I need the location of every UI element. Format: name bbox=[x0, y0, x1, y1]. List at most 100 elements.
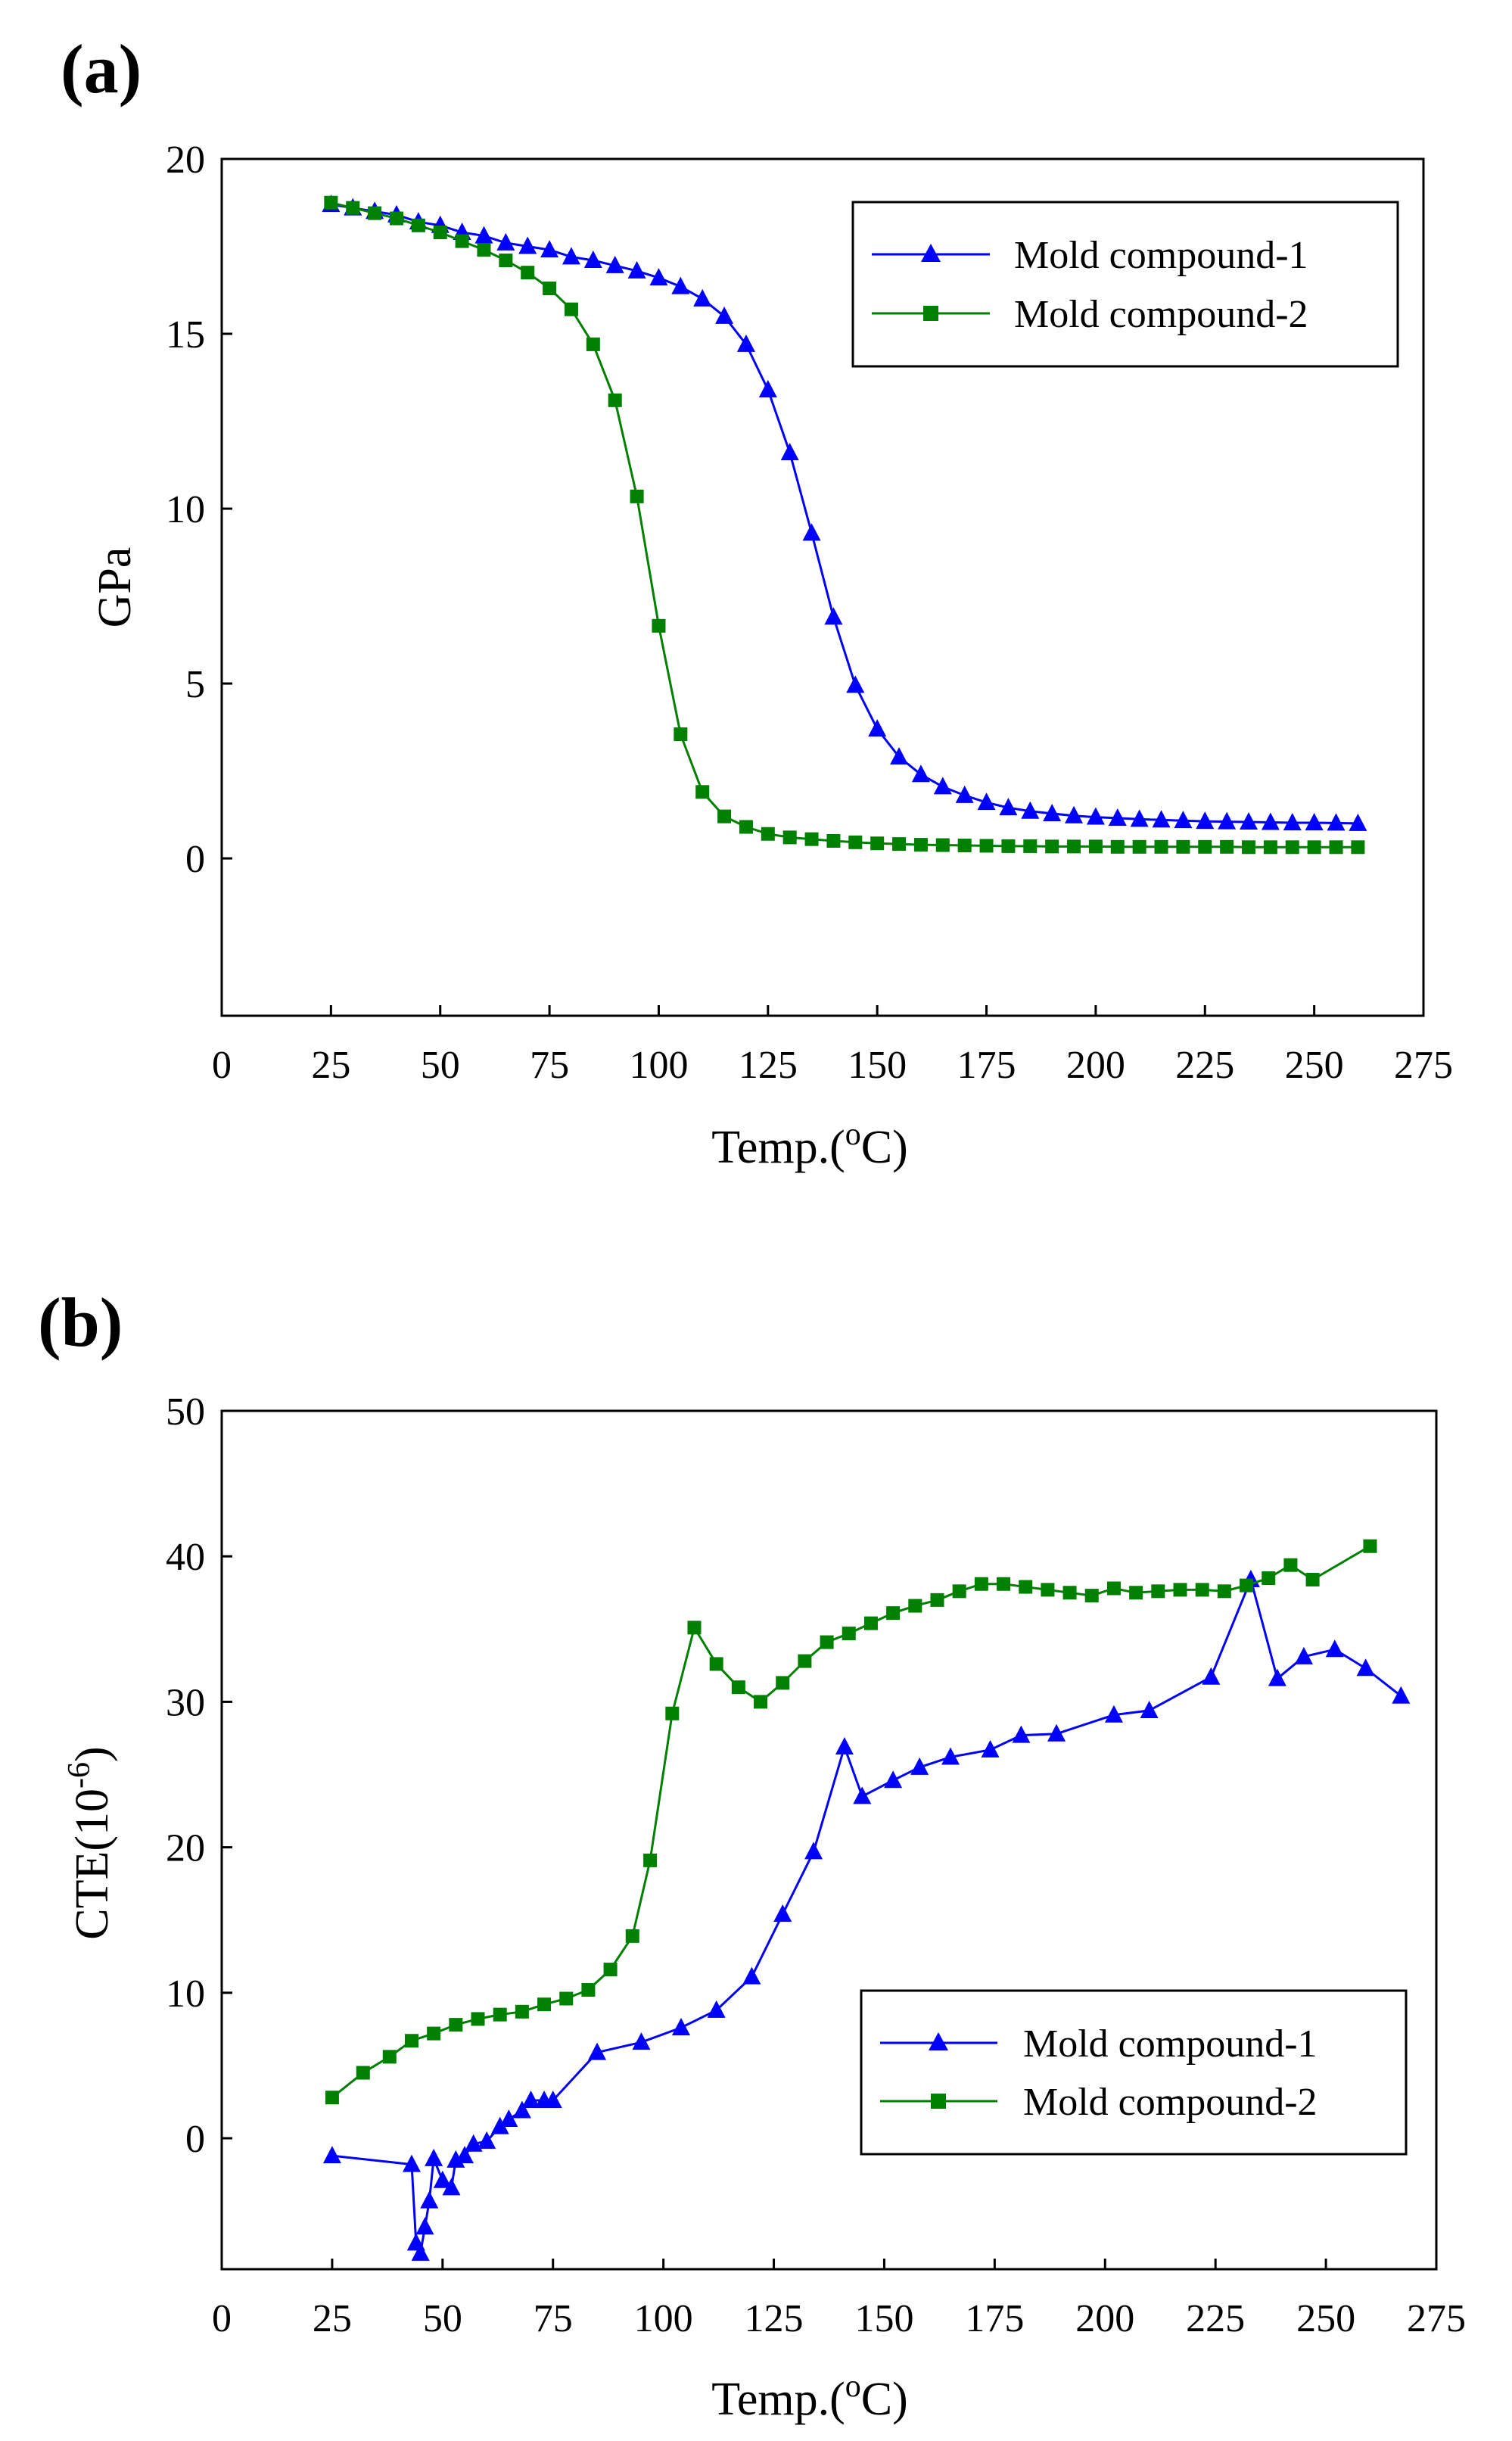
panel-a-mc2-point bbox=[411, 218, 425, 232]
panel-b-mc2-line bbox=[331, 1545, 1371, 2099]
panel-a-mc2-point bbox=[1001, 839, 1016, 853]
panel-a-mc1-point bbox=[627, 260, 646, 279]
panel-a-x-axis-title: Temp.(oC) bbox=[711, 1117, 907, 1173]
panel-a-mc1-point bbox=[1021, 801, 1040, 819]
panel-b-x-tick-label: 100 bbox=[634, 2297, 693, 2340]
panel-b-x-tick-label: 150 bbox=[854, 2297, 913, 2340]
panel-b-mc1-point bbox=[411, 2243, 430, 2261]
panel-b-mc1-point bbox=[981, 1739, 1000, 1758]
panel-b-mc2-point bbox=[559, 1991, 574, 2006]
panel-b-mc2-point bbox=[1173, 1583, 1187, 1597]
panel-a-mc1-point bbox=[802, 523, 821, 541]
panel-a-mc1-point bbox=[583, 250, 602, 268]
panel-a-x-title-suffix: C) bbox=[861, 1122, 908, 1173]
panel-b-mc1-point bbox=[420, 2190, 439, 2209]
panel-b-x-axis-title: Temp.(oC) bbox=[711, 2369, 907, 2425]
panel-b-legend-marker-2 bbox=[931, 2094, 946, 2109]
panel-b-legend-label-1: Mold compound-1 bbox=[1023, 2022, 1318, 2066]
panel-a-mc2-point bbox=[346, 201, 360, 215]
panel-b-mc1-point bbox=[1104, 1705, 1123, 1723]
panel-b-mc2-point bbox=[1062, 1586, 1077, 1600]
panel-a-mc2-point bbox=[1307, 840, 1321, 855]
panel-b-x-tick-label: 125 bbox=[745, 2297, 804, 2340]
panel-b-mc1-point bbox=[910, 1757, 929, 1775]
panel-b-mc1-point bbox=[853, 1786, 872, 1804]
panel-a-mc2-point bbox=[957, 838, 972, 852]
panel-a-mc2-point bbox=[695, 785, 710, 799]
panel-b-y-tick-label: 40 bbox=[166, 1536, 205, 1579]
panel-a-mc1-point bbox=[736, 334, 755, 352]
panel-a: (a) 0 25 50 75 100 125 150 175 200 225 250 275 0 5 10 1… bbox=[61, 30, 1453, 1173]
panel-b-mc2-point bbox=[863, 1616, 878, 1630]
panel-a-mc1-point bbox=[649, 268, 668, 286]
panel-b-label: (b) bbox=[38, 1284, 123, 1361]
panel-b-mc1-point bbox=[671, 2017, 690, 2035]
panel-a-mc2-point bbox=[717, 809, 732, 824]
panel-a-mc2-point bbox=[389, 211, 403, 226]
panel-a-legend-marker-2 bbox=[923, 306, 938, 321]
panel-b-mc2-point bbox=[754, 1695, 768, 1709]
panel-b-y-tick-label: 50 bbox=[166, 1390, 205, 1434]
panel-a-mc2-point bbox=[870, 836, 885, 851]
panel-a-mc1-point bbox=[715, 306, 734, 324]
panel-a-mc2-point bbox=[892, 837, 907, 852]
panel-b-mc1-point bbox=[773, 1904, 792, 1923]
panel-a-mc2-point bbox=[1045, 839, 1059, 854]
panel-b-mc2-point bbox=[449, 2018, 463, 2032]
panel-b-mc1-point bbox=[425, 2148, 443, 2166]
panel-b-mc1-point bbox=[402, 2154, 421, 2172]
panel-b-mc2-point bbox=[731, 1680, 745, 1695]
panel-a-mc2-point bbox=[804, 832, 819, 846]
panel-a-y-tick-label: 5 bbox=[185, 663, 205, 706]
panel-a-mc1-point bbox=[1196, 811, 1215, 830]
panel-b-legend-label-2: Mold compound-2 bbox=[1023, 2081, 1318, 2124]
panel-b-mc2-point bbox=[515, 2004, 529, 2019]
panel-a-mc1-point bbox=[868, 719, 887, 737]
panel-b-mc1-point bbox=[1202, 1667, 1221, 1685]
panel-b-mc1-point bbox=[446, 2150, 465, 2168]
panel-b-y-tick-label: 30 bbox=[166, 1681, 205, 1724]
panel-a-mc2-point bbox=[608, 393, 622, 407]
panel-b-mc2-point bbox=[665, 1706, 680, 1720]
panel-b-plot-frame bbox=[220, 1409, 1438, 2271]
panel-a-y-axis-title: GPa bbox=[89, 547, 141, 628]
panel-b-mc2-point bbox=[471, 2012, 485, 2026]
panel-a-x-tick-label: 175 bbox=[957, 1044, 1016, 1087]
panel-b-y-tick-label: 20 bbox=[166, 1827, 205, 1870]
panel-a-mc2-point bbox=[1220, 839, 1234, 854]
panel-b-mc2-point bbox=[709, 1657, 723, 1671]
panel-a-mc2-point bbox=[368, 206, 382, 220]
panel-a-mc2-point bbox=[455, 234, 469, 248]
panel-a-mc1-point bbox=[846, 675, 865, 693]
panel-a-y-tick-label: 20 bbox=[166, 139, 205, 182]
panel-a-mc2-point bbox=[1242, 840, 1256, 855]
panel-a-mc1-point bbox=[1327, 813, 1346, 831]
panel-a-mc2-point bbox=[935, 838, 950, 852]
panel-b-mc1-point bbox=[1140, 1700, 1159, 1718]
panel-a-mc2-point bbox=[1176, 839, 1190, 854]
panel-a-mc1-point bbox=[911, 764, 930, 783]
panel-a-mc2-point bbox=[433, 226, 447, 240]
panel-a-mc1-point bbox=[890, 747, 909, 765]
panel-b-mc2-point bbox=[1106, 1581, 1121, 1596]
panel-a-x-tick-label: 225 bbox=[1175, 1044, 1234, 1087]
panel-b-mc1-point bbox=[804, 1842, 823, 1860]
panel-b-mc2-point bbox=[952, 1584, 966, 1599]
panel-b-mc1-point bbox=[941, 1747, 960, 1765]
panel-b-mc1-point bbox=[478, 2131, 496, 2149]
panel-a-mc2-point bbox=[1088, 839, 1103, 854]
panel-b-mc1-point bbox=[512, 2100, 531, 2119]
panel-a-mc1-point bbox=[1305, 812, 1324, 830]
panel-b-legend-marker-1 bbox=[929, 2032, 948, 2050]
panel-a-mc2-point bbox=[1329, 840, 1343, 855]
panel-b-axis-ticks: 0 25 50 75 100 125 150 175 200 225 250 275 0 10 20 30 40… bbox=[166, 1390, 1466, 2340]
panel-a-mc2-point bbox=[1132, 839, 1146, 854]
panel-a-mc1-point bbox=[780, 443, 799, 461]
panel-b-mc2-point bbox=[974, 1577, 988, 1591]
panel-b-mc2-point bbox=[603, 1963, 618, 1977]
panel-b-mc2-point bbox=[427, 2026, 441, 2041]
panel-b-mc2-point bbox=[1262, 1571, 1276, 1586]
panel-b-mc2-point bbox=[625, 1929, 639, 1943]
panel-b-mc2-point bbox=[493, 2007, 507, 2022]
panel-b-mc1-point bbox=[1047, 1723, 1066, 1742]
